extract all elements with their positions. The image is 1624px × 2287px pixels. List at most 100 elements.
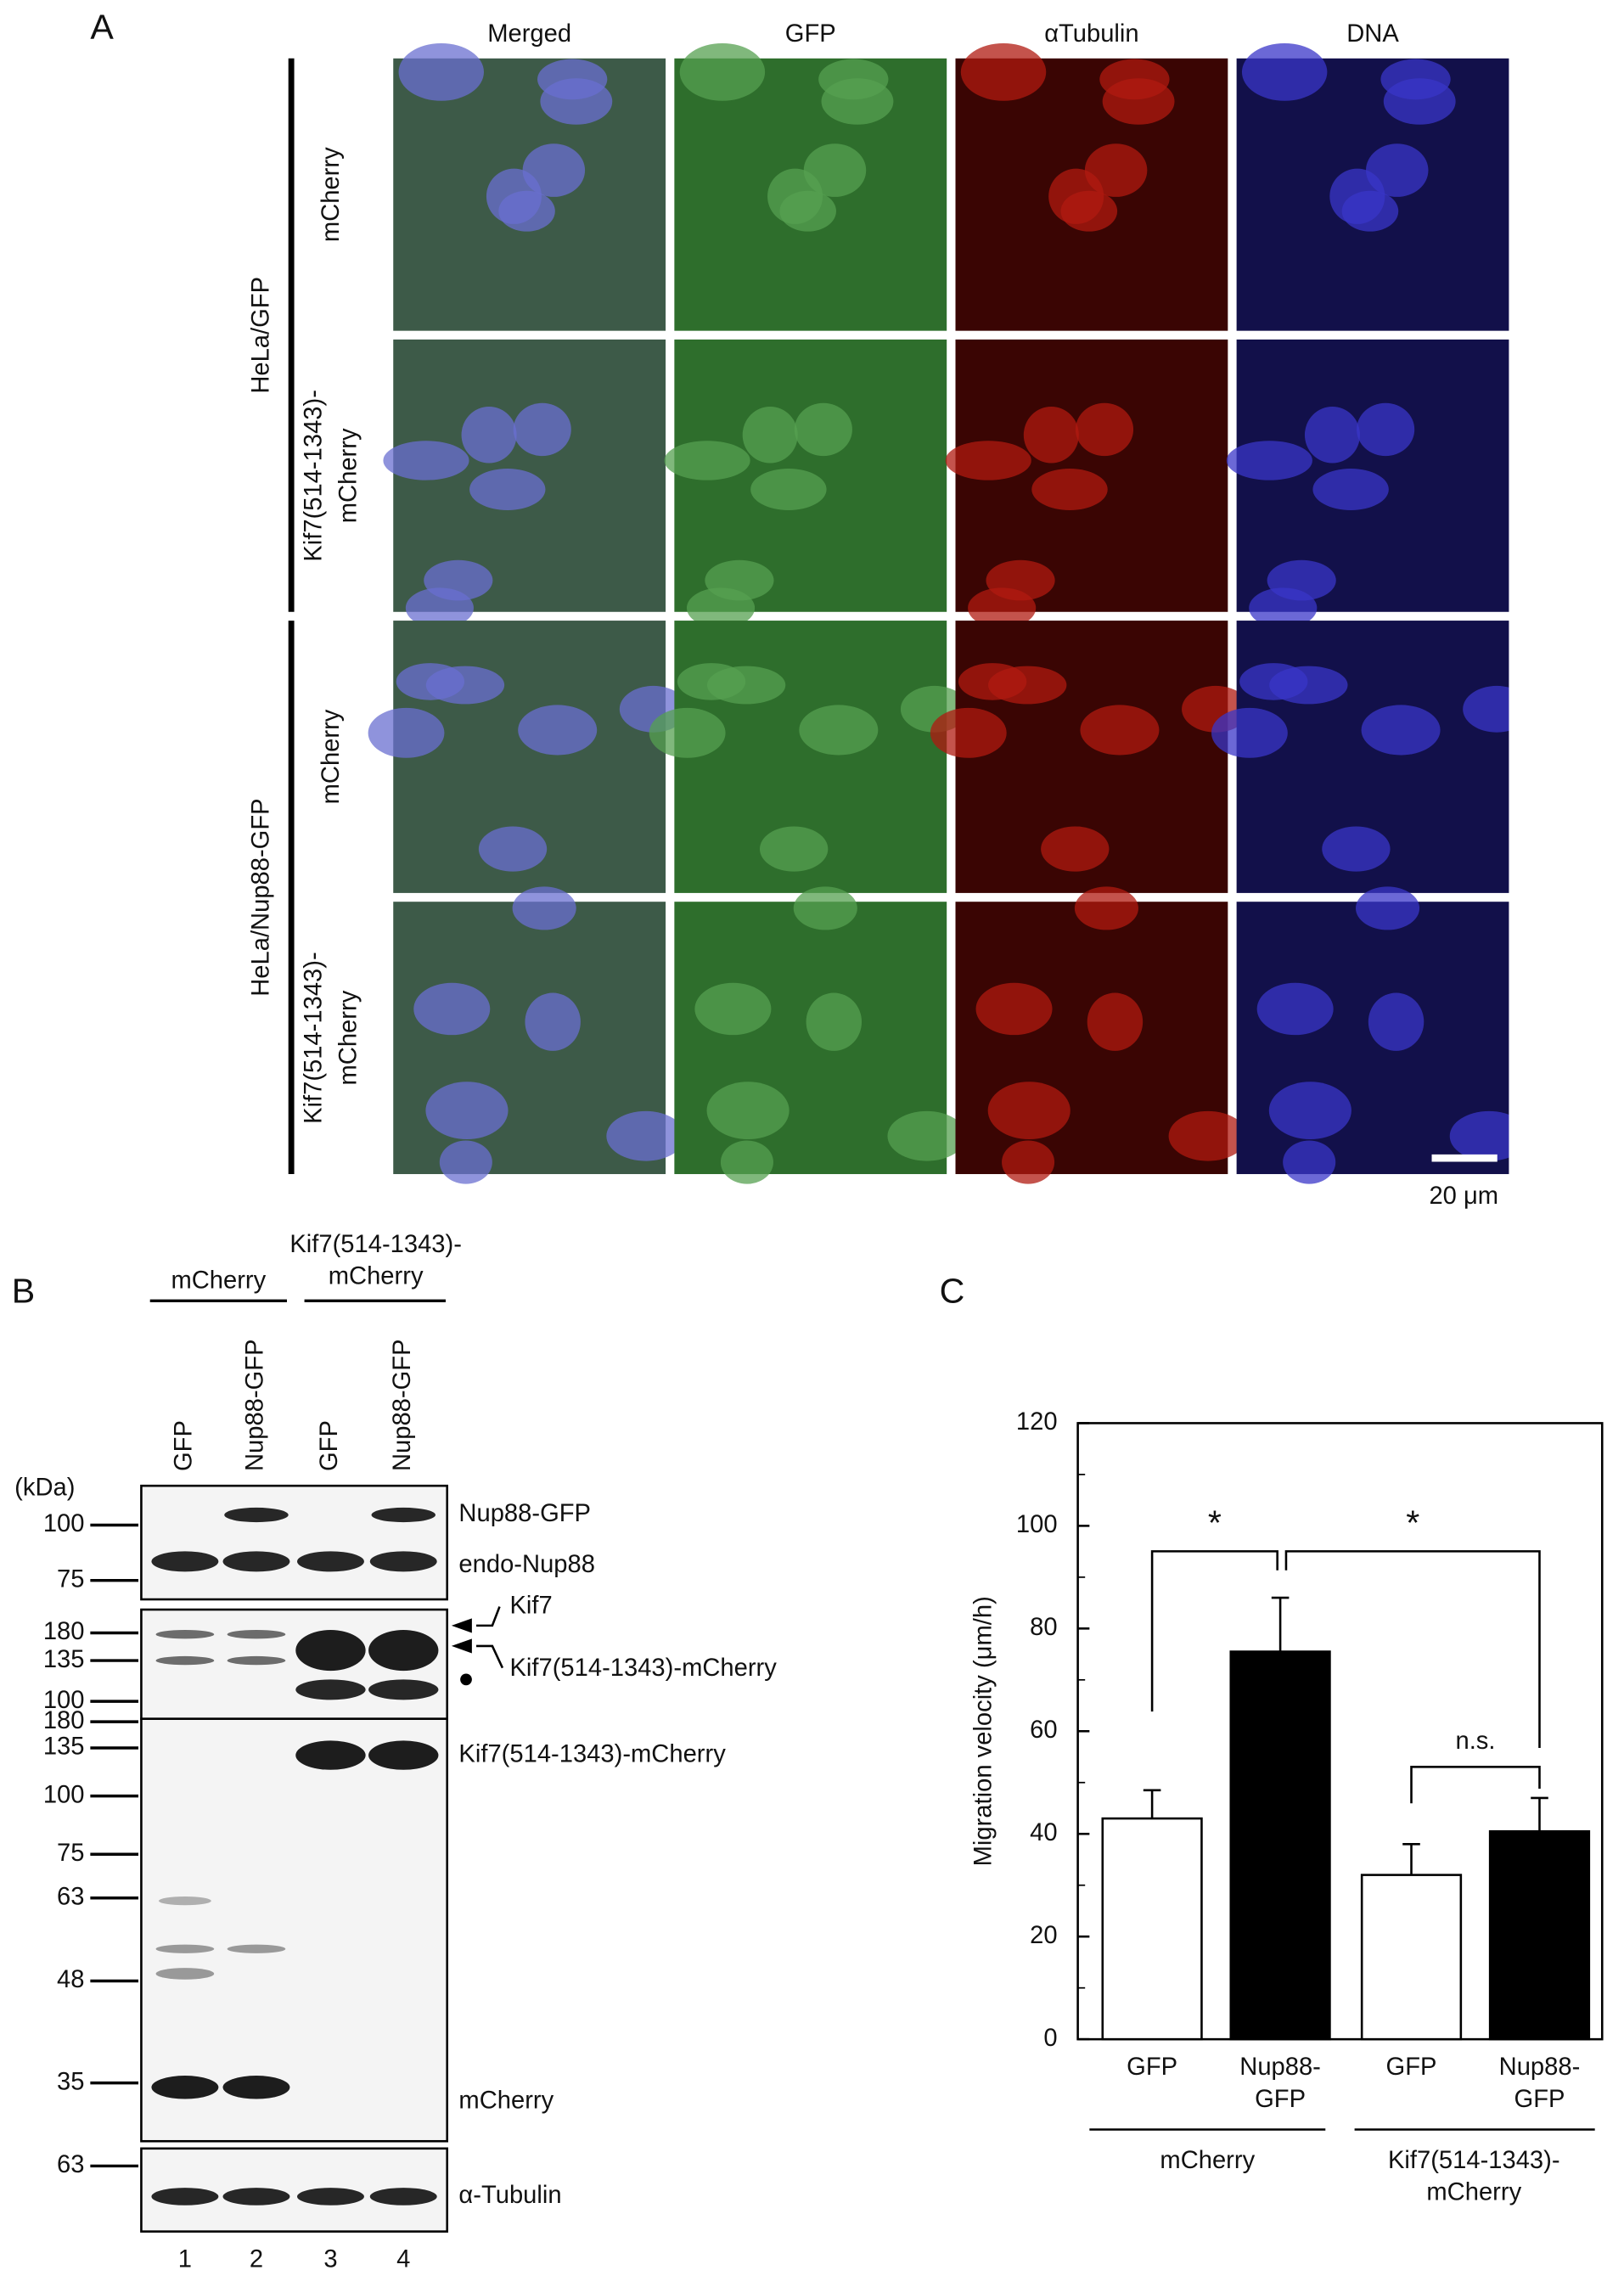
group-label: Kif7(514-1343)-	[1388, 2147, 1560, 2174]
band-label: Kif7(514-1343)-mCherry	[509, 1655, 777, 1682]
clip-cover	[1509, 43, 1568, 1195]
arrow	[451, 1618, 472, 1633]
nucleus	[945, 441, 1031, 480]
nucleus	[540, 78, 613, 125]
annotation: n.s.	[1455, 1728, 1495, 1755]
nucleus	[469, 469, 546, 510]
band	[369, 2188, 437, 2206]
lane-number: 1	[178, 2246, 192, 2273]
scale-label: 20 μm	[1429, 1183, 1498, 1210]
band-label: α-Tubulin	[458, 2182, 561, 2209]
marker-label: 100	[43, 1687, 85, 1714]
dot	[460, 1673, 472, 1686]
nucleus	[759, 826, 829, 872]
nucleus	[679, 42, 766, 101]
nucleus	[794, 402, 852, 457]
band	[155, 1944, 215, 1953]
nucleus	[1312, 469, 1389, 510]
y-tick-label: 0	[1043, 2025, 1057, 2052]
band	[368, 1740, 439, 1770]
row-label: mCherry	[317, 709, 345, 804]
nucleus	[1031, 469, 1108, 510]
nucleus	[887, 1110, 967, 1161]
lane-label: GFP	[171, 1420, 198, 1471]
nucleus	[1084, 143, 1148, 197]
nucleus	[1368, 992, 1425, 1051]
nucleus	[975, 982, 1053, 1036]
nucleus	[1023, 406, 1079, 464]
nucleus	[960, 42, 1047, 101]
nucleus	[1226, 441, 1312, 480]
column-header: GFP	[785, 20, 836, 48]
bar	[1360, 1874, 1463, 2041]
band-label: endo-Nup88	[458, 1551, 595, 1578]
nucleus	[1256, 982, 1334, 1036]
band	[297, 1551, 364, 1572]
y-tick-label: 60	[1030, 1717, 1057, 1744]
band	[155, 1968, 215, 1980]
group-label: mCherry	[171, 1267, 266, 1295]
nucleus	[694, 982, 772, 1036]
band	[222, 2076, 290, 2099]
band	[369, 1551, 437, 1572]
band	[368, 1679, 439, 1700]
bar	[1488, 1829, 1591, 2041]
marker-label: 180	[43, 1618, 85, 1645]
marker-label: 75	[57, 1840, 84, 1867]
nucleus	[1168, 1110, 1248, 1161]
row-label: mCherry	[334, 428, 362, 523]
nucleus	[706, 1082, 790, 1140]
bracket	[1150, 1550, 1278, 1712]
nucleus	[986, 559, 1055, 601]
nucleus	[803, 143, 867, 197]
nucleus	[649, 707, 726, 758]
unit-label: (kDa)	[14, 1474, 75, 1501]
nucleus	[987, 1082, 1070, 1140]
band	[155, 1630, 215, 1639]
marker-label: 63	[57, 2151, 84, 2178]
group-label: Kif7(514-1343)-	[289, 1231, 462, 1258]
panel-letter: C	[940, 1272, 965, 1311]
nucleus	[1449, 1110, 1529, 1161]
nucleus	[1269, 666, 1348, 705]
band	[297, 2188, 364, 2206]
bracket	[1410, 1766, 1541, 1804]
y-tick-label: 20	[1030, 1922, 1057, 1949]
nucleus	[1357, 402, 1415, 457]
band	[151, 1551, 219, 1572]
column-header: Merged	[487, 20, 571, 48]
group-label: HeLa/GFP	[248, 277, 275, 394]
band	[227, 1944, 286, 1953]
band	[155, 1655, 215, 1666]
band	[222, 1551, 290, 1572]
nucleus	[1080, 705, 1160, 756]
arrow	[451, 1638, 472, 1654]
band	[227, 1655, 286, 1666]
marker-label: 135	[43, 1646, 85, 1673]
band	[159, 1896, 211, 1906]
nucleus	[1322, 826, 1391, 872]
x-tick-label: Nup88-	[1239, 2054, 1321, 2081]
nucleus	[1241, 42, 1328, 101]
marker-label: 48	[57, 1966, 84, 1993]
column-header: αTubulin	[1044, 20, 1138, 48]
band	[151, 2076, 219, 2099]
nucleus	[742, 406, 798, 464]
bracket	[1284, 1550, 1541, 1749]
panel-letter: A	[90, 7, 114, 46]
band-label: Kif7(514-1343)-mCherry	[458, 1740, 726, 1767]
band	[295, 1740, 366, 1770]
nucleus	[425, 1082, 509, 1140]
band	[371, 1507, 436, 1523]
marker-label: 100	[43, 1781, 85, 1808]
band	[222, 2188, 290, 2206]
band	[151, 2188, 219, 2206]
y-tick-label: 120	[1016, 1408, 1058, 1436]
nucleus	[424, 559, 493, 601]
nucleus	[461, 406, 517, 464]
nucleus	[1211, 707, 1288, 758]
lane-number: 3	[323, 2246, 337, 2273]
band	[227, 1630, 286, 1639]
group-label: HeLa/Nup88-GFP	[248, 798, 275, 996]
